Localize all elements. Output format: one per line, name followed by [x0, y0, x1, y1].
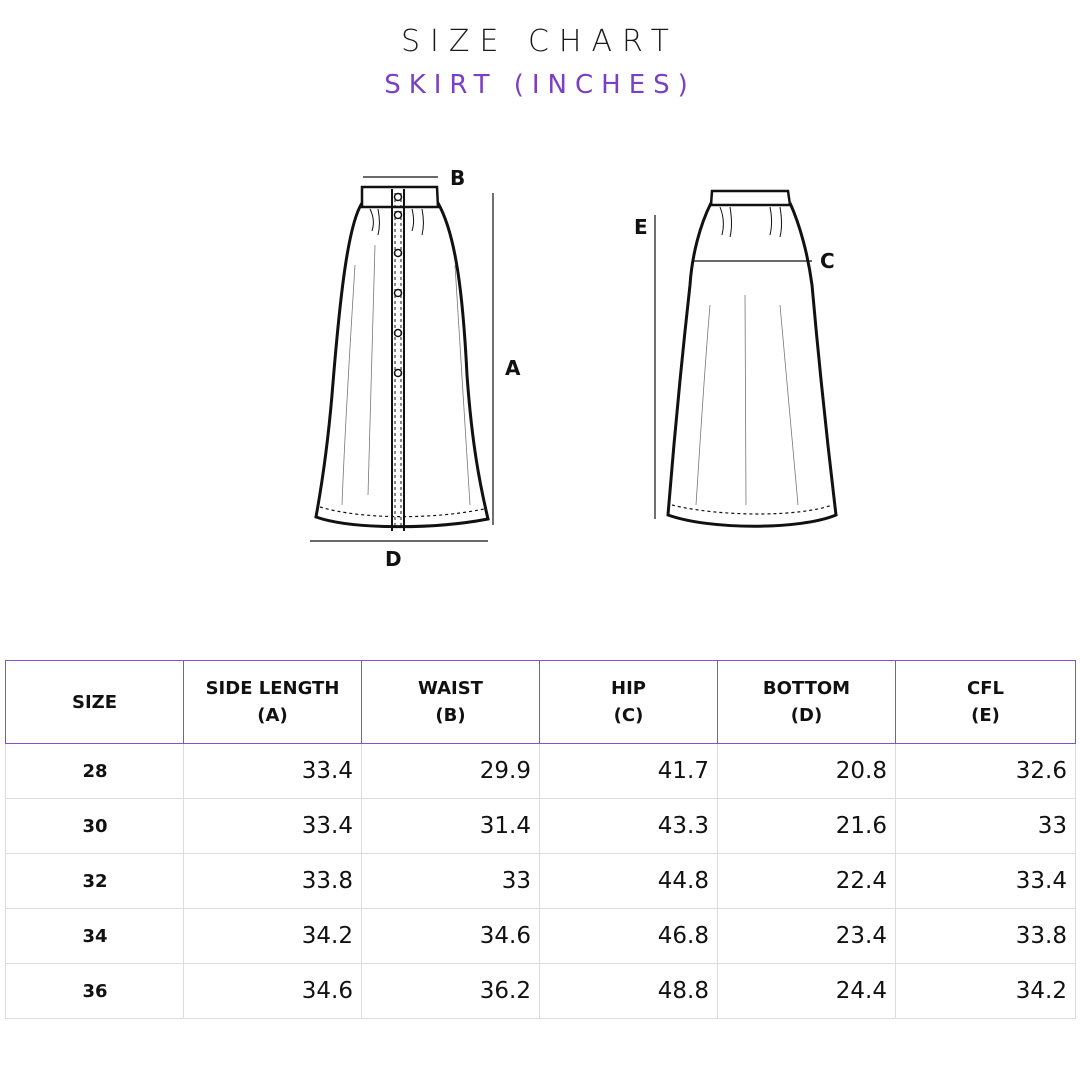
cell-cfl: 33.8 — [895, 908, 1076, 964]
label-e: E — [634, 215, 648, 239]
cell-bottom: 21.6 — [717, 798, 896, 854]
table-row: 36 34.6 36.2 48.8 24.4 34.2 — [5, 963, 1076, 1019]
cell-size: 34 — [5, 908, 184, 964]
label-d: D — [385, 547, 402, 571]
table-row: 32 33.8 33 44.8 22.4 33.4 — [5, 853, 1076, 909]
cell-bottom: 23.4 — [717, 908, 896, 964]
cell-side-length: 34.2 — [183, 908, 362, 964]
header-bottom: BOTTOM (D) — [717, 660, 896, 744]
label-c: C — [820, 249, 835, 273]
header-waist: WAIST (B) — [361, 660, 540, 744]
cell-size: 32 — [5, 853, 184, 909]
cell-waist: 31.4 — [361, 798, 540, 854]
header-side-length: SIDE LENGTH (A) — [183, 660, 362, 744]
front-skirt-illustration — [310, 176, 494, 542]
cell-waist: 34.6 — [361, 908, 540, 964]
cell-size: 36 — [5, 963, 184, 1019]
cell-hip: 43.3 — [539, 798, 718, 854]
label-b: B — [450, 166, 465, 190]
table-row: 30 33.4 31.4 43.3 21.6 33 — [5, 798, 1076, 854]
header-hip: HIP (C) — [539, 660, 718, 744]
page-title: SIZE CHART — [401, 24, 679, 59]
cell-size: 30 — [5, 798, 184, 854]
header-size: SIZE — [5, 660, 184, 744]
cell-waist: 36.2 — [361, 963, 540, 1019]
cell-waist: 33 — [361, 853, 540, 909]
cell-side-length: 33.4 — [183, 743, 362, 799]
skirt-diagram: B A D C E — [180, 145, 900, 585]
cell-size: 28 — [5, 743, 184, 799]
size-table: SIZE SIDE LENGTH (A) WAIST (B) HIP (C) BOTT… — [5, 660, 1076, 1019]
cell-side-length: 33.8 — [183, 853, 362, 909]
cell-cfl: 34.2 — [895, 963, 1076, 1019]
cell-side-length: 34.6 — [183, 963, 362, 1019]
back-skirt-illustration — [654, 189, 838, 528]
cell-cfl: 33 — [895, 798, 1076, 854]
cell-bottom: 24.4 — [717, 963, 896, 1019]
header-cfl: CFL (E) — [895, 660, 1076, 744]
skirt-drawings: B A D C E — [310, 166, 838, 571]
table-row: 34 34.2 34.6 46.8 23.4 33.8 — [5, 908, 1076, 964]
cell-waist: 29.9 — [361, 743, 540, 799]
cell-bottom: 20.8 — [717, 743, 896, 799]
cell-hip: 41.7 — [539, 743, 718, 799]
cell-hip: 44.8 — [539, 853, 718, 909]
cell-hip: 46.8 — [539, 908, 718, 964]
table-row: 28 33.4 29.9 41.7 20.8 32.6 — [5, 743, 1076, 799]
label-a: A — [505, 356, 521, 380]
cell-cfl: 32.6 — [895, 743, 1076, 799]
page-subtitle: SKIRT (INCHES) — [384, 70, 696, 100]
cell-side-length: 33.4 — [183, 798, 362, 854]
cell-hip: 48.8 — [539, 963, 718, 1019]
table-header-row: SIZE SIDE LENGTH (A) WAIST (B) HIP (C) BOTT… — [5, 660, 1076, 744]
cell-bottom: 22.4 — [717, 853, 896, 909]
cell-cfl: 33.4 — [895, 853, 1076, 909]
